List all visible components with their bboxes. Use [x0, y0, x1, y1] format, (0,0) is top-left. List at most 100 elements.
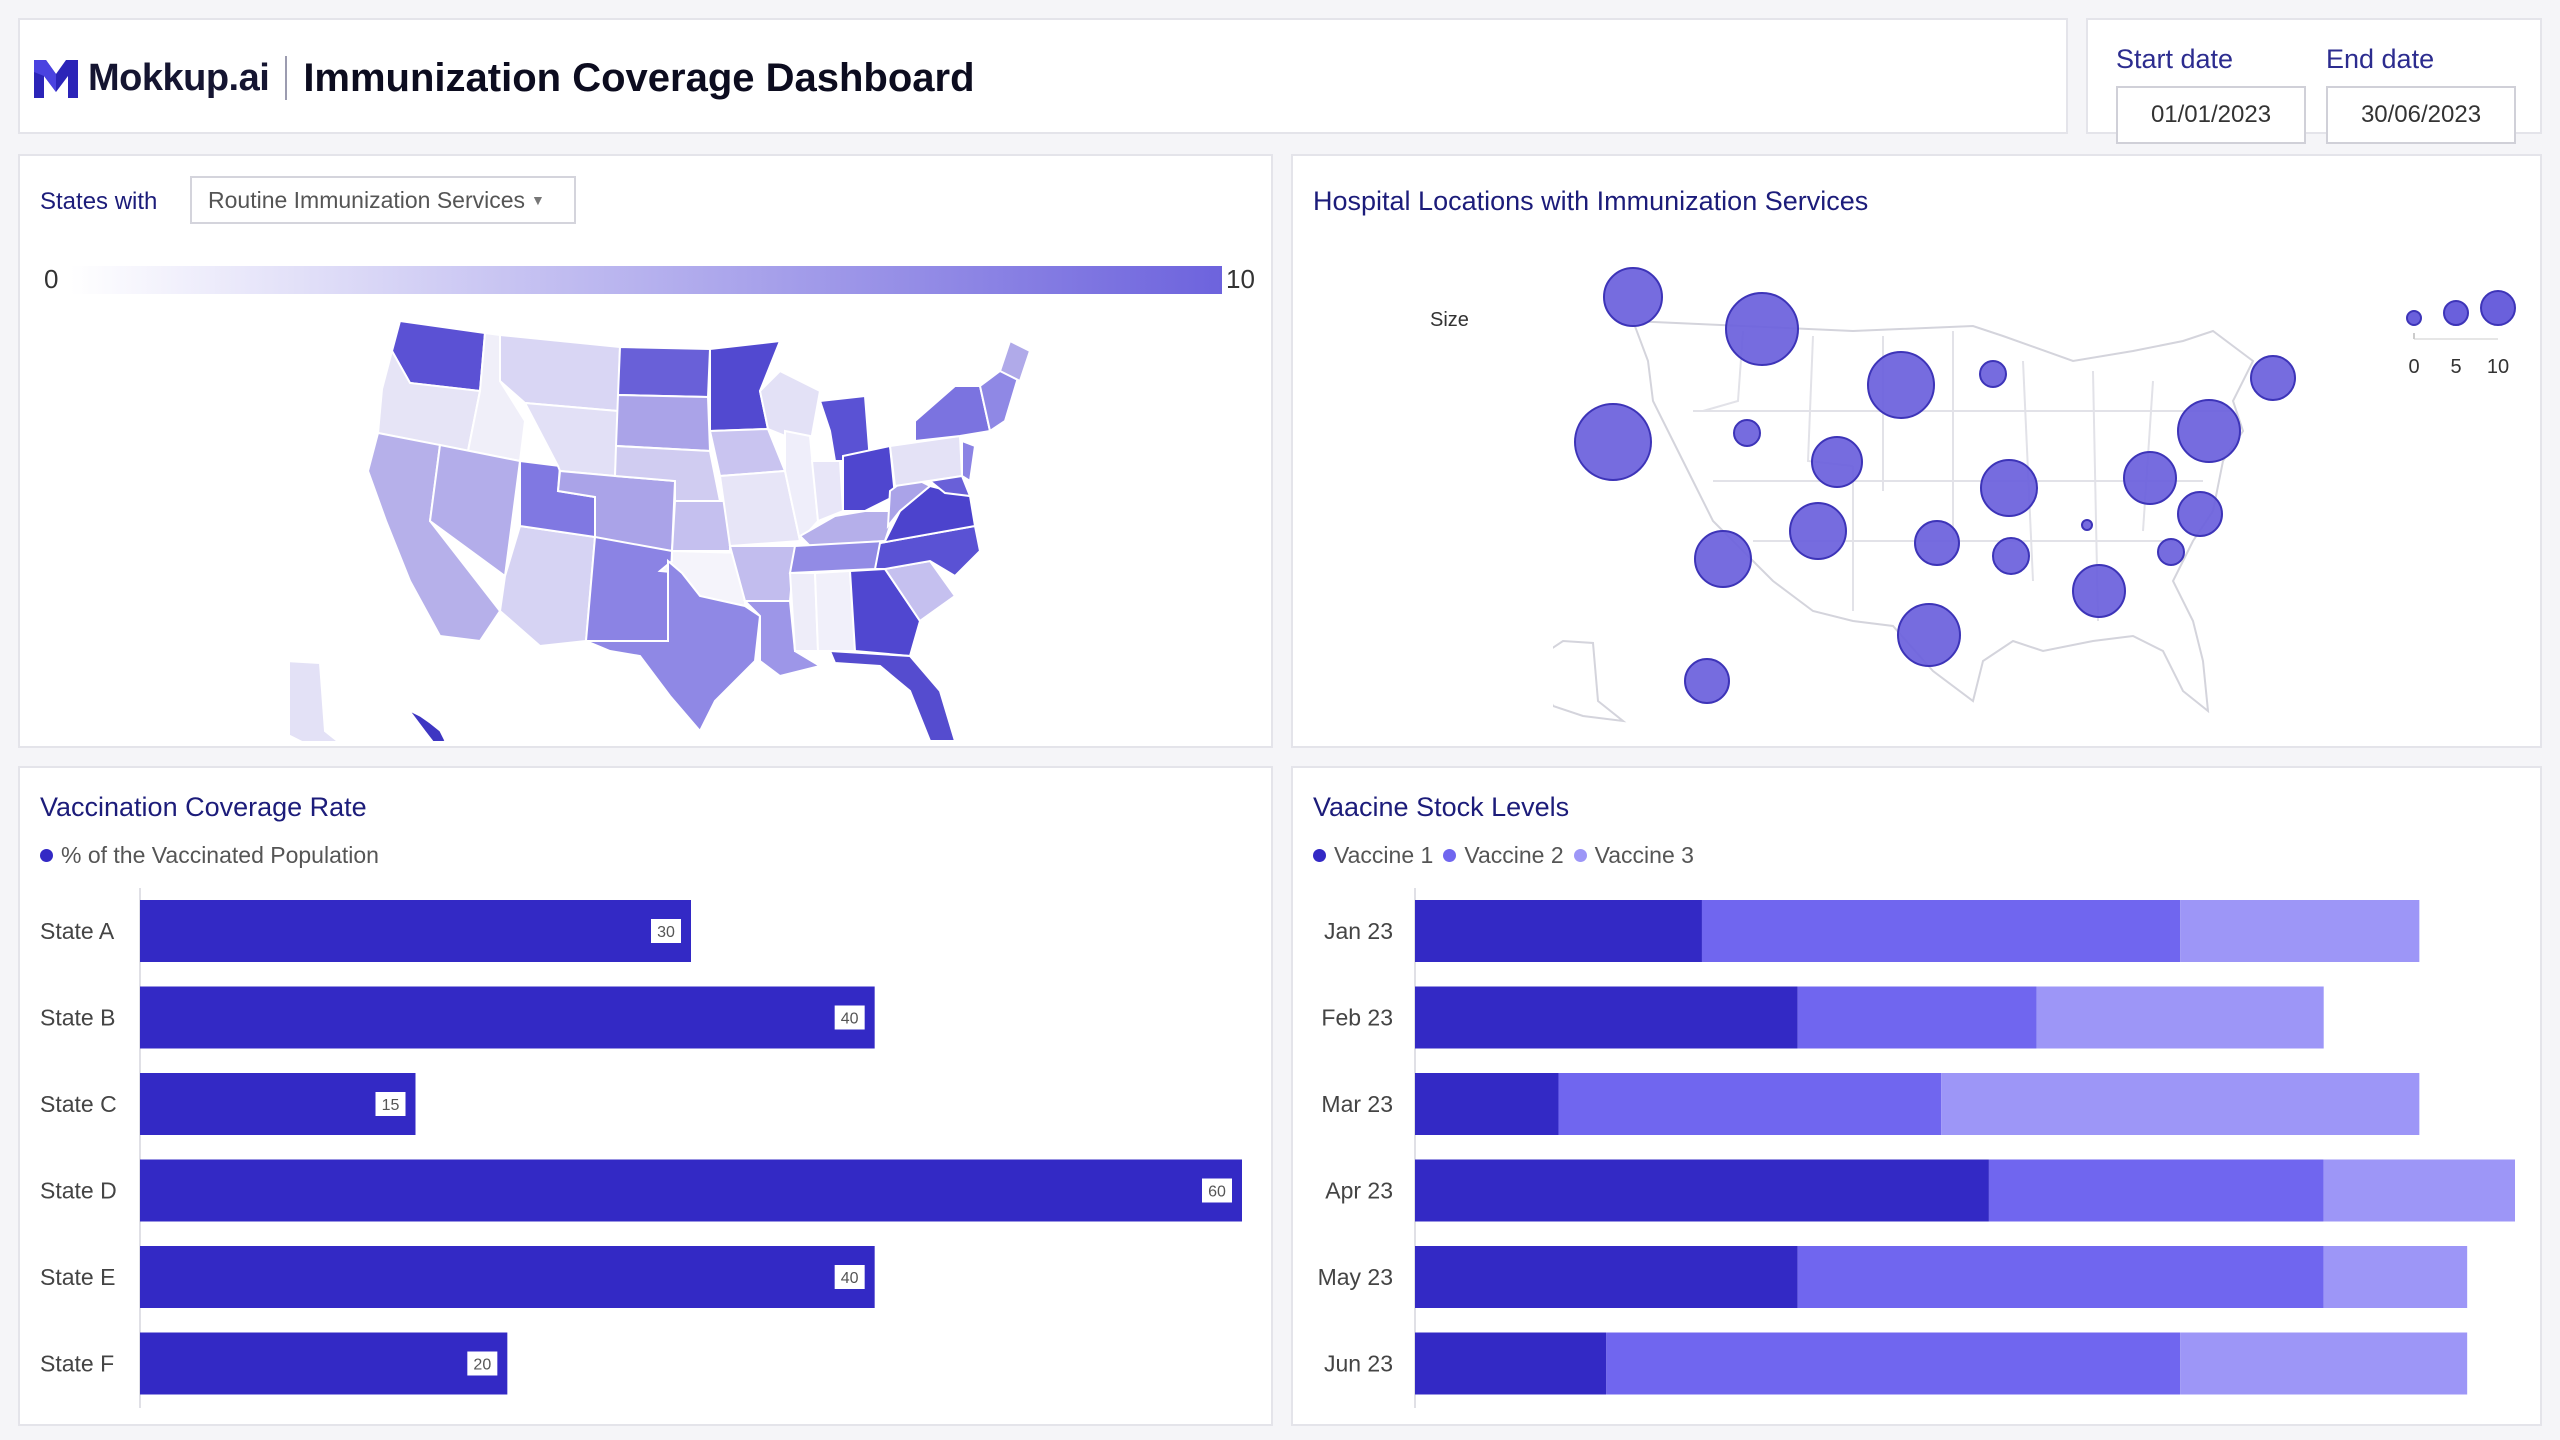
hospital-locations-panel: Hospital Locations with Immunization Ser… — [1291, 154, 2542, 748]
data-label: 15 — [382, 1097, 400, 1114]
stock-bar-segment-1[interactable] — [1415, 986, 1798, 1049]
stock-bar-segment-2[interactable] — [1797, 986, 2037, 1049]
state-ak — [290, 660, 340, 741]
stock-bar-segment-1[interactable] — [1415, 900, 1702, 962]
legend-vaccine-2: Vaccine 2 — [1443, 842, 1564, 869]
stock-bar-segment-3[interactable] — [1941, 1073, 2420, 1135]
category-label: State F — [40, 1351, 114, 1377]
states-with-label: States with — [40, 188, 158, 215]
service-type-dropdown[interactable]: Routine Immunization Services ▼ — [190, 176, 576, 224]
data-label-bg — [375, 1092, 406, 1116]
stock-bar-segment-2[interactable] — [1701, 900, 2181, 962]
data-label-bg — [834, 1005, 865, 1030]
category-label: Jan 23 — [1324, 918, 1393, 944]
hospital-bubble — [1914, 520, 1960, 566]
size-legend-title: Size — [1430, 309, 1469, 331]
stock-bar-segment-3[interactable] — [2036, 986, 2324, 1049]
end-date-input[interactable]: 30/06/2023 — [2326, 86, 2516, 144]
stock-panel-title: Vaacine Stock Levels — [1313, 792, 1570, 822]
stock-bar-segment-1[interactable] — [1415, 1332, 1607, 1395]
hospital-bubble — [2081, 519, 2093, 531]
page-title: Immunization Coverage Dashboard — [303, 55, 975, 100]
hospital-bubble — [1811, 436, 1863, 488]
hospital-panel-title: Hospital Locations with Immunization Ser… — [1313, 186, 1869, 216]
coverage-bar-chart[interactable]: State A 30 State B 40 State C 15 State D 60 Stat… — [20, 768, 1275, 1428]
coverage-bar[interactable] — [140, 986, 875, 1049]
data-label: 60 — [1208, 1184, 1226, 1201]
hospital-bubble — [1980, 459, 2038, 517]
category-label: Jun 23 — [1324, 1351, 1393, 1377]
state-ms — [788, 572, 820, 652]
legend-dot — [40, 849, 53, 862]
color-scale-min: 0 — [44, 264, 59, 294]
coverage-legend: % of the Vaccinated Population — [40, 842, 379, 869]
state-in — [810, 460, 845, 523]
state-nd — [616, 345, 712, 399]
state-nj — [961, 439, 977, 483]
chevron-down-icon: ▼ — [531, 192, 545, 208]
coverage-bar[interactable] — [140, 1159, 1242, 1222]
state-tx — [585, 558, 762, 733]
state-wi — [758, 369, 822, 448]
category-label: May 23 — [1318, 1264, 1393, 1290]
coverage-bar-panel: Vaccination Coverage Rate % of the Vacci… — [18, 766, 1273, 1426]
stock-stacked-bar-chart[interactable]: Jan 23 Feb 23 Mar 23 Apr 23 May 23 Jun 23 — [1293, 768, 2544, 1428]
state-me — [998, 339, 1030, 383]
hospital-bubble — [2123, 451, 2177, 505]
data-label: 40 — [841, 1011, 859, 1028]
stock-bar-segment-3[interactable] — [2323, 1159, 2515, 1222]
coverage-bar[interactable] — [140, 1332, 508, 1395]
size-legend-value-1: 5 — [2450, 356, 2461, 378]
category-label: Feb 23 — [1321, 1005, 1393, 1031]
mokkup-logo-icon — [34, 60, 78, 98]
coverage-bar[interactable] — [140, 1073, 416, 1135]
hospital-bubble — [2177, 491, 2223, 537]
stock-bar-segment-2[interactable] — [1606, 1332, 2181, 1395]
category-label: Mar 23 — [1321, 1091, 1393, 1117]
hospital-bubble — [2177, 399, 2241, 463]
stock-bar-segment-3[interactable] — [2180, 1332, 2468, 1395]
legend-vaccine-1: Vaccine 1 — [1313, 842, 1433, 869]
category-label: State A — [40, 918, 115, 944]
us-choropleth-map[interactable] — [290, 311, 1030, 741]
stock-bar-segment-2[interactable] — [1558, 1073, 1942, 1135]
start-date-input[interactable]: 01/01/2023 — [2116, 86, 2306, 144]
coverage-bar[interactable] — [140, 1246, 875, 1308]
hospital-bubble — [1733, 419, 1761, 447]
state-al — [813, 569, 857, 652]
legend-vaccine-3: Vaccine 3 — [1573, 842, 1694, 869]
state-ks — [670, 500, 731, 552]
stock-legend: Vaccine 1 Vaccine 2 Vaccine 3 — [1313, 842, 1704, 869]
coverage-legend-label: % of the Vaccinated Population — [61, 842, 379, 868]
hospital-bubble — [1574, 403, 1652, 481]
data-label-bg — [1202, 1178, 1232, 1203]
category-label: State E — [40, 1264, 115, 1290]
state-az — [498, 524, 597, 648]
category-label: State C — [40, 1091, 117, 1117]
stock-bar-segment-1[interactable] — [1415, 1159, 1989, 1222]
stock-bar-segment-2[interactable] — [1797, 1246, 2324, 1308]
category-label: State D — [40, 1178, 117, 1204]
hospital-bubble — [2250, 355, 2296, 401]
stock-bar-segment-1[interactable] — [1415, 1073, 1559, 1135]
start-date-label: Start date — [2116, 44, 2234, 74]
stock-bar-segment-3[interactable] — [2323, 1246, 2468, 1308]
state-fl — [828, 649, 957, 741]
hospital-bubbles[interactable]: Size 0 5 10 — [1293, 156, 2544, 750]
logo: Mokkup.ai Immunization Coverage Dashboar… — [32, 52, 975, 104]
hospital-bubble — [1725, 292, 1799, 366]
data-label-bg — [467, 1351, 498, 1376]
coverage-panel-title: Vaccination Coverage Rate — [40, 792, 367, 822]
stock-bar-segment-2[interactable] — [1988, 1159, 2324, 1222]
state-hi — [409, 710, 446, 741]
stock-bar-segment-3[interactable] — [2180, 900, 2420, 962]
data-label: 30 — [657, 924, 675, 941]
state-la — [742, 600, 823, 678]
state-nm — [584, 535, 674, 642]
coverage-bar[interactable] — [140, 900, 691, 962]
stock-bar-segment-1[interactable] — [1415, 1246, 1798, 1308]
state-ne-states — [978, 370, 1022, 433]
size-legend-value-2: 10 — [2487, 356, 2509, 378]
state-mt — [499, 333, 622, 413]
dropdown-value: Routine Immunization Services — [208, 186, 526, 213]
